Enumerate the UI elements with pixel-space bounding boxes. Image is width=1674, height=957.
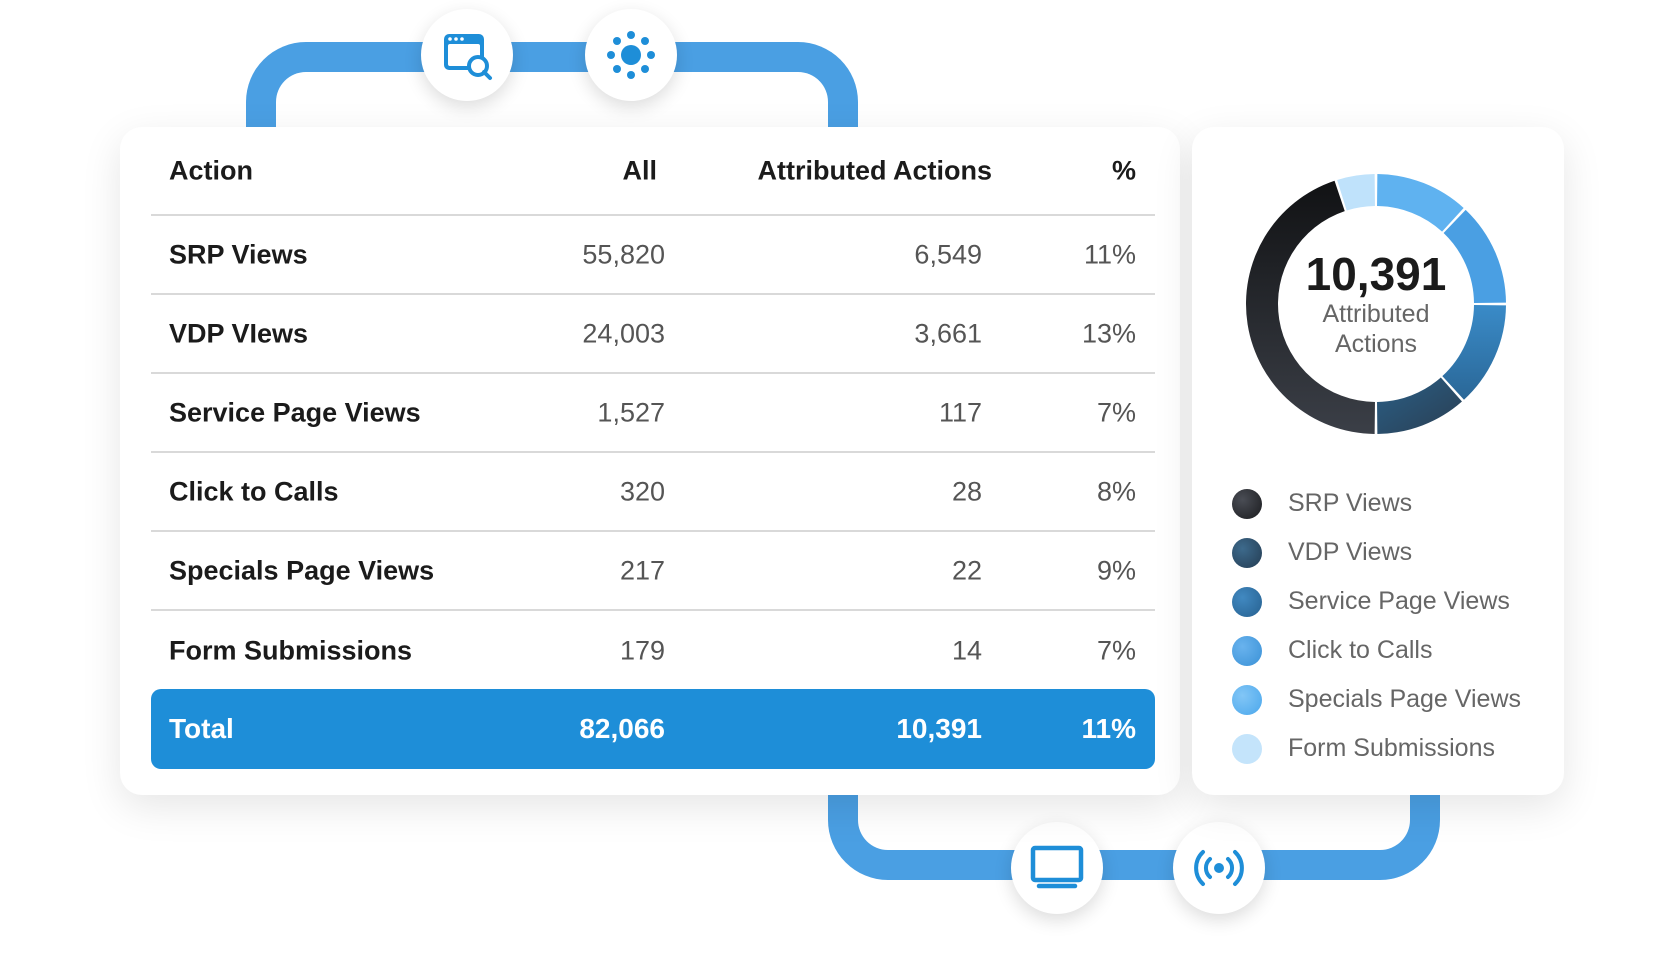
legend-dot	[1232, 586, 1262, 617]
row-all: 1,527	[597, 397, 665, 427]
donut-segment-specials	[1377, 174, 1464, 232]
donut-svg	[1246, 174, 1506, 434]
attributed-actions-donut-card: 10,391 Attributed Actions SRP Views VDP …	[1192, 127, 1564, 795]
table-total-row: Total 82,066 10,391 11%	[151, 689, 1155, 769]
header-action: Action	[169, 155, 253, 185]
row-action: Form Submissions	[169, 635, 413, 665]
donut-chart: 10,391 Attributed Actions	[1232, 160, 1520, 448]
legend-dot	[1232, 733, 1262, 764]
legend-item: Click to Calls	[1232, 626, 1521, 675]
table-row: SRP Views 55,820 6,549 11%	[151, 216, 1155, 295]
row-percent: 11%	[1083, 239, 1136, 269]
table-row: Form Submissions 179 14 7%	[151, 611, 1155, 690]
donut-legend: SRP Views VDP Views Service Page Views C…	[1232, 479, 1521, 773]
legend-label: SRP Views	[1288, 489, 1413, 517]
row-action: SRP Views	[169, 239, 308, 269]
table-header-row: Action All Attributed Actions %	[151, 127, 1155, 216]
table-row: VDP VIews 24,003 3,661 13%	[151, 295, 1155, 374]
total-percent: 11%	[1081, 713, 1137, 744]
header-attributed-actions: Attributed Actions	[757, 155, 992, 185]
row-action: Click to Calls	[169, 476, 339, 506]
row-attributed: 22	[951, 555, 982, 585]
actions-table: Action All Attributed Actions % SRP View…	[151, 127, 1155, 690]
table-row: Click to Calls 320 28 8%	[151, 453, 1155, 532]
row-action: Service Page Views	[169, 397, 421, 427]
row-all: 217	[619, 555, 665, 585]
donut-segment-click-to-calls	[1443, 209, 1506, 303]
row-percent: 13%	[1081, 318, 1136, 348]
legend-dot	[1232, 684, 1262, 715]
donut-center: 10,391 Attributed Actions	[1232, 160, 1520, 448]
actions-table-card: Action All Attributed Actions % SRP View…	[120, 127, 1180, 795]
legend-item: Service Page Views	[1232, 577, 1521, 626]
row-action: Specials Page Views	[169, 555, 435, 585]
legend-label: VDP Views	[1288, 538, 1413, 566]
legend-item: Form Submissions	[1232, 724, 1521, 773]
row-attributed: 14	[951, 635, 982, 665]
legend-item: VDP Views	[1232, 528, 1521, 577]
row-all: 320	[619, 476, 665, 506]
donut-total-label: Attributed Actions	[1322, 300, 1430, 359]
tv-icon	[1011, 822, 1103, 914]
hub-icon	[585, 9, 677, 101]
legend-label: Click to Calls	[1288, 636, 1433, 664]
donut-segment-service	[1442, 305, 1506, 400]
legend-label: Specials Page Views	[1288, 685, 1522, 713]
row-all: 24,003	[582, 318, 665, 348]
legend-dot	[1232, 537, 1262, 568]
donut-segment-vdp	[1377, 377, 1462, 434]
row-percent: 9%	[1096, 555, 1136, 585]
total-label: Total	[169, 713, 234, 744]
row-attributed: 28	[951, 476, 982, 506]
browser-search-icon	[421, 9, 513, 101]
donut-segment-srp	[1246, 180, 1375, 434]
row-attributed: 3,661	[914, 318, 982, 348]
legend-dot	[1232, 635, 1262, 666]
legend-item: Specials Page Views	[1232, 675, 1521, 724]
total-all: 82,066	[579, 713, 665, 744]
row-percent: 7%	[1096, 397, 1136, 427]
table-row: Service Page Views 1,527 117 7%	[151, 374, 1155, 453]
row-percent: 8%	[1096, 476, 1136, 506]
row-attributed: 6,549	[914, 239, 982, 269]
legend-dot	[1232, 488, 1262, 519]
row-percent: 7%	[1096, 635, 1136, 665]
row-all: 55,820	[582, 239, 665, 269]
legend-label: Form Submissions	[1288, 734, 1495, 762]
donut-total-value: 10,391	[1305, 247, 1447, 300]
legend-label: Service Page Views	[1288, 587, 1510, 615]
row-all: 179	[619, 635, 665, 665]
row-attributed: 117	[938, 397, 982, 427]
broadcast-icon	[1173, 822, 1265, 914]
donut-segment-form	[1337, 174, 1375, 211]
header-all: All	[622, 155, 657, 185]
total-attributed: 10,391	[896, 713, 982, 744]
header-percent: %	[1111, 155, 1136, 185]
table-row: Specials Page Views 217 22 9%	[151, 532, 1155, 611]
legend-item: SRP Views	[1232, 479, 1521, 528]
row-action: VDP VIews	[169, 318, 309, 348]
